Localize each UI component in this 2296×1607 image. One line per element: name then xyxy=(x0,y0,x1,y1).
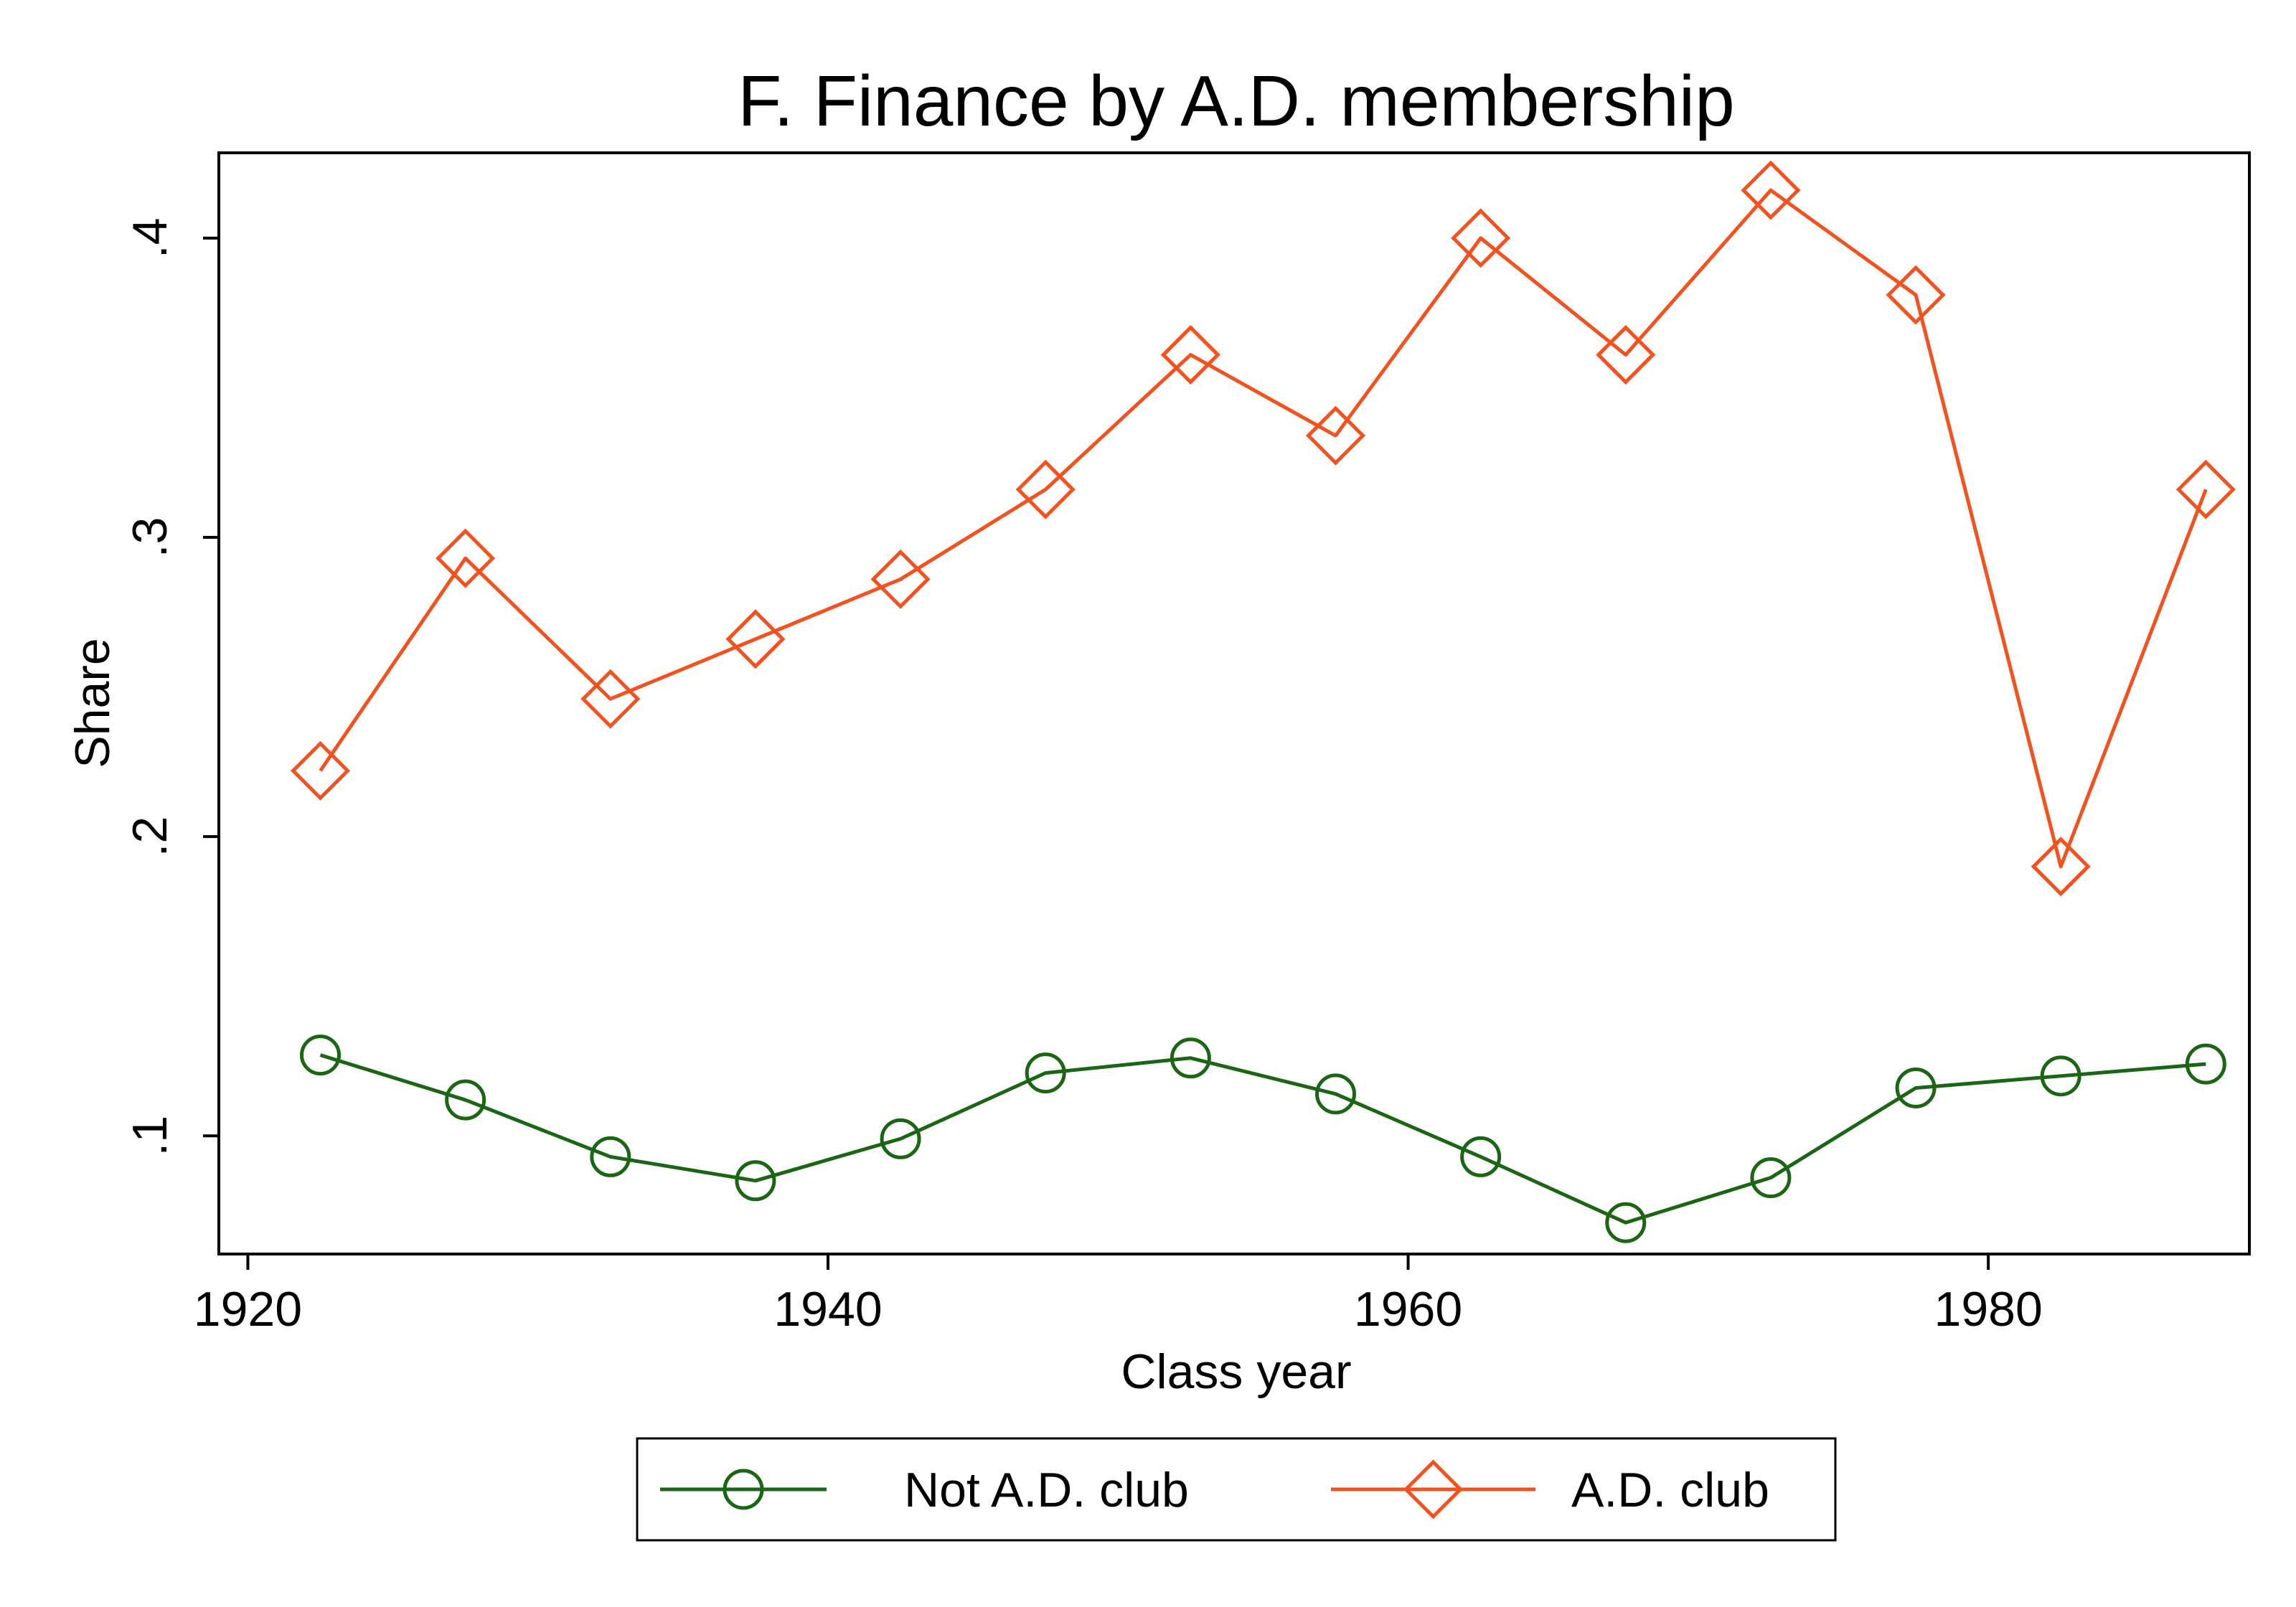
x-tick-label: 1980 xyxy=(1934,1282,2043,1337)
y-tick-label: .1 xyxy=(123,1116,177,1156)
data-point xyxy=(880,1118,921,1159)
y-axis-title: Share xyxy=(65,638,120,768)
series-layer xyxy=(290,160,2236,1243)
data-point xyxy=(1315,1073,1356,1115)
legend-swatch-marker xyxy=(723,1469,764,1510)
data-point xyxy=(1160,325,1220,385)
data-point xyxy=(1025,1052,1066,1094)
data-point xyxy=(1170,1037,1211,1079)
data-point xyxy=(445,1079,486,1121)
data-point xyxy=(436,528,496,588)
y-tick-label: .2 xyxy=(123,816,177,857)
legend-swatch-marker xyxy=(1403,1459,1464,1519)
data-point xyxy=(300,1035,341,1076)
x-axis: 1920 1940 1960 1980 xyxy=(194,1254,2043,1337)
data-point xyxy=(290,740,351,801)
data-point xyxy=(735,1160,776,1202)
x-tick-label: 1960 xyxy=(1354,1282,1462,1337)
data-point xyxy=(2040,1055,2081,1097)
data-point xyxy=(1605,1202,1647,1243)
data-point xyxy=(2185,1043,2226,1085)
series-not-ad-club xyxy=(300,1035,2226,1243)
data-point xyxy=(2175,459,2236,519)
legend-label: A.D. club xyxy=(1571,1463,1769,1517)
chart-title: F. Finance by A.D. membership xyxy=(738,61,1734,141)
legend-box xyxy=(636,1437,1837,1542)
data-point xyxy=(1741,160,1801,220)
data-point xyxy=(1596,325,1656,385)
legend-item: Not A.D. club xyxy=(660,1463,1189,1517)
data-point xyxy=(590,1136,631,1177)
legend: Not A.D. club A.D. club xyxy=(636,1437,1837,1542)
data-point xyxy=(1895,1067,1937,1108)
legend-item: A.D. club xyxy=(1331,1459,1769,1519)
data-point xyxy=(1886,265,1946,325)
data-point xyxy=(725,609,786,669)
x-tick-label: 1920 xyxy=(194,1282,302,1337)
data-point xyxy=(1451,208,1511,268)
series-ad-club xyxy=(290,160,2236,897)
series-line xyxy=(319,188,2208,869)
y-tick-label: .3 xyxy=(123,517,177,558)
x-axis-title: Class year xyxy=(1121,1344,1351,1399)
legend-label: Not A.D. club xyxy=(904,1463,1189,1517)
data-point xyxy=(580,669,641,729)
data-point xyxy=(1460,1136,1502,1177)
y-axis: .1 .2 .3 .4 xyxy=(123,218,219,1156)
data-point xyxy=(1015,459,1076,519)
data-point xyxy=(1305,405,1366,466)
plot-frame xyxy=(217,151,2251,1255)
series-line xyxy=(319,1053,2206,1225)
data-point xyxy=(2031,837,2091,897)
y-tick-label: .4 xyxy=(123,218,177,259)
x-tick-label: 1940 xyxy=(773,1282,882,1337)
data-point xyxy=(1750,1157,1792,1199)
data-point xyxy=(870,549,931,609)
legend-items: Not A.D. club A.D. club xyxy=(660,1459,1769,1519)
